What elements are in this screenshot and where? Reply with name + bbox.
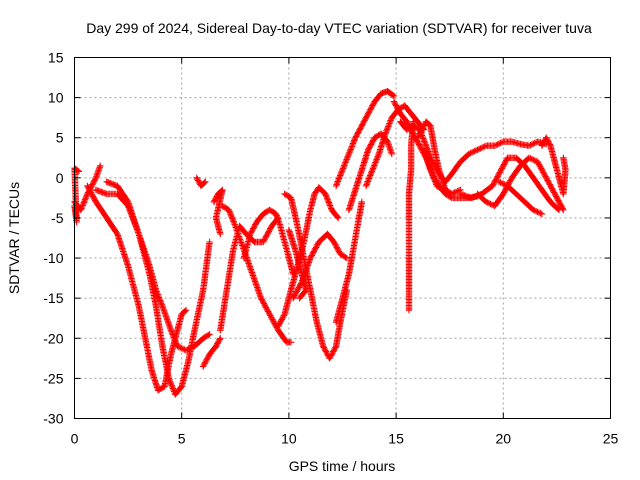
- series-arc-18: [345, 130, 395, 214]
- x-axis-label: GPS time / hours: [289, 458, 396, 474]
- data-point-markers: [405, 118, 417, 314]
- series-arc-15: [285, 226, 310, 302]
- data-point-markers: [285, 226, 310, 302]
- data-point-markers: [199, 335, 224, 370]
- y-tick-label: -30: [43, 411, 63, 427]
- series-arc-11: [240, 206, 297, 278]
- series-arc-23: [414, 118, 464, 198]
- x-tick-label: 5: [178, 431, 186, 447]
- data-point-markers: [193, 174, 209, 190]
- data-point-markers: [538, 134, 569, 198]
- data-point-markers: [71, 165, 82, 226]
- series-arc-2: [71, 165, 82, 226]
- data-point-markers: [414, 118, 464, 198]
- y-tick-label: 5: [56, 130, 64, 146]
- series-arc-3: [84, 182, 190, 394]
- x-tick-labels: 0 5 10 15 20 25: [71, 431, 619, 447]
- data-point-markers: [457, 154, 563, 214]
- data-point-markers: [332, 198, 365, 326]
- y-tick-label: -15: [43, 290, 63, 306]
- data-point-markers: [240, 206, 297, 278]
- axis-ticks: [74, 57, 611, 419]
- data-point-markers: [332, 88, 398, 190]
- data-marks: [71, 88, 569, 398]
- x-tick-label: 25: [603, 431, 619, 447]
- series-arc-21: [405, 118, 417, 314]
- y-tick-label: 10: [48, 90, 64, 106]
- data-point-markers: [103, 178, 213, 354]
- series-arc-5: [103, 178, 213, 354]
- y-tick-label: -25: [43, 370, 63, 386]
- data-point-markers: [420, 146, 447, 194]
- series-arc-8: [210, 186, 226, 238]
- series-arc-16: [332, 198, 365, 326]
- y-axis-label: SDTVAR / TECUs: [6, 182, 22, 294]
- series-arc-28: [538, 134, 569, 198]
- data-point-markers: [345, 130, 395, 214]
- series-arc-25: [457, 154, 563, 214]
- y-tick-label: -5: [51, 210, 64, 226]
- y-tick-label: -10: [43, 250, 63, 266]
- series-arc-17: [332, 88, 398, 190]
- series-arc-7: [193, 174, 209, 190]
- grid: [74, 57, 611, 419]
- chart-title: Day 299 of 2024, Sidereal Day-to-day VTE…: [86, 20, 592, 36]
- x-tick-label: 10: [281, 431, 297, 447]
- x-tick-label: 20: [496, 431, 512, 447]
- x-tick-label: 15: [388, 431, 404, 447]
- data-point-markers: [84, 182, 190, 394]
- y-tick-labels: -30 -25 -20 -15 -10 -5 0 5 10 15: [43, 50, 63, 427]
- x-tick-label: 0: [71, 431, 79, 447]
- data-point-markers: [474, 154, 567, 214]
- y-tick-label: -20: [43, 330, 63, 346]
- series-arc-27: [495, 178, 546, 218]
- series-arc-24: [420, 146, 447, 194]
- series-arc-6: [199, 335, 224, 370]
- plot-frame: [74, 57, 611, 419]
- y-tick-label: 0: [56, 170, 64, 186]
- series-arc-26: [474, 154, 567, 214]
- data-point-markers: [495, 178, 546, 218]
- y-tick-label: 15: [48, 50, 64, 66]
- data-point-markers: [210, 186, 226, 238]
